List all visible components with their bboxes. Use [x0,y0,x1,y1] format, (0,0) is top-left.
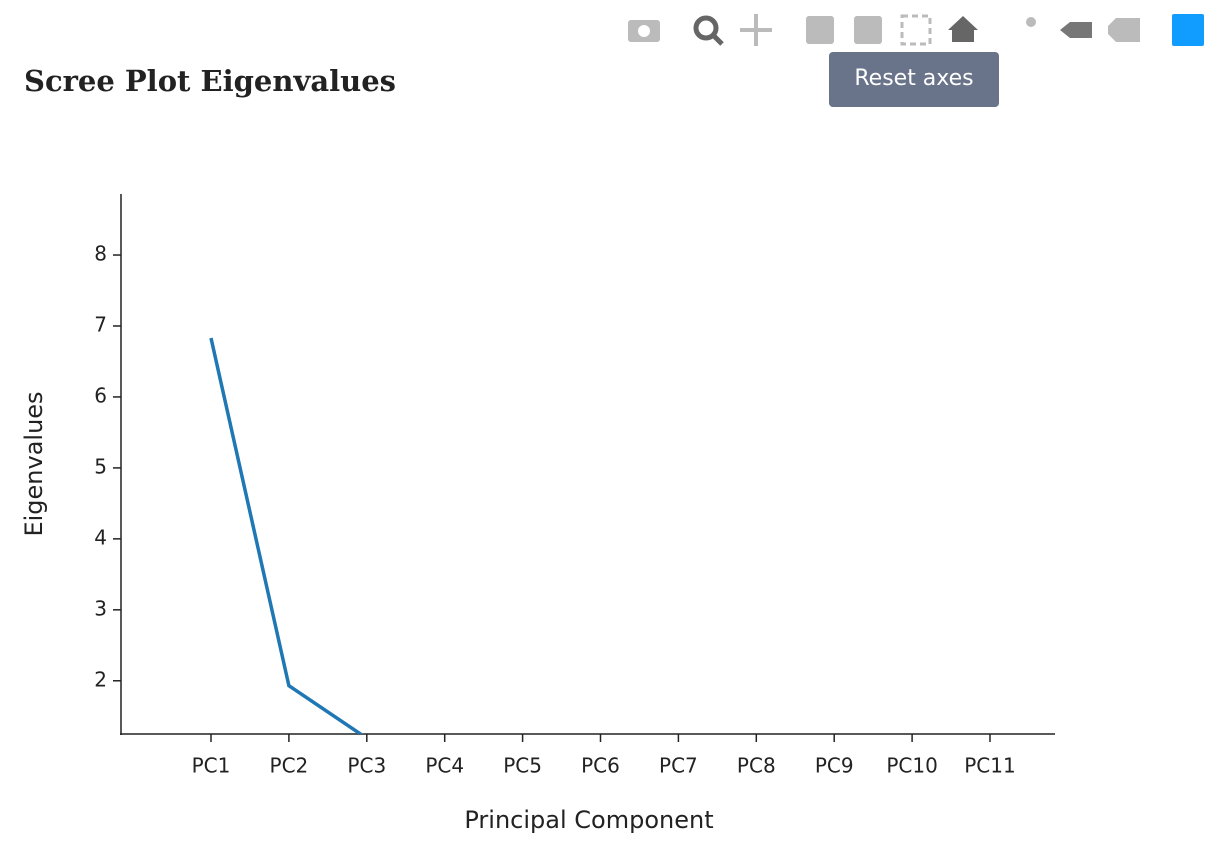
tooltip-box [829,52,999,107]
x-tick-label: PC3 [347,754,386,778]
series-line [209,337,364,734]
hover-closest-icon[interactable] [1060,22,1092,38]
modebar [628,14,1204,46]
zoom-out-icon[interactable] [854,16,882,44]
y-tick-label: 2 [94,667,107,691]
y-tick-label: 3 [94,596,107,620]
chart-title: Scree Plot Eigenvalues [24,64,396,98]
spike-icon[interactable] [1026,17,1036,27]
x-tick-label: PC11 [964,754,1015,778]
tooltip: Reset axes [854,66,973,91]
x-tick-label: PC5 [503,754,542,778]
x-tick-label: PC6 [581,754,620,778]
y-tick-label: 8 [94,242,107,266]
y-tick-label: 6 [94,383,107,407]
x-axis-label: Principal Component [464,806,713,834]
reset-axes-icon[interactable] [948,16,978,42]
y-tick-label: 4 [94,525,107,549]
plotly-logo[interactable] [1172,14,1204,46]
x-tick-label: PC7 [659,754,698,778]
hover-compare-icon[interactable] [1108,18,1140,42]
y-tick-label: 7 [94,312,107,336]
x-tick-label: PC1 [192,754,231,778]
x-tick-label: PC10 [886,754,937,778]
autoscale-icon[interactable] [900,14,932,46]
x-tick-label: PC9 [815,754,854,778]
zoom-in-icon[interactable] [806,16,834,44]
x-tick-label: PC8 [737,754,776,778]
pan-icon[interactable] [740,14,772,46]
x-tick-label: PC4 [425,754,464,778]
x-tick-label: PC2 [270,754,309,778]
camera-lens [638,25,650,37]
y-tick-label: 5 [94,454,107,478]
zoom-icon[interactable] [693,15,719,41]
zoom-handle [711,33,724,46]
y-axis-label: Eigenvalues [20,391,48,536]
